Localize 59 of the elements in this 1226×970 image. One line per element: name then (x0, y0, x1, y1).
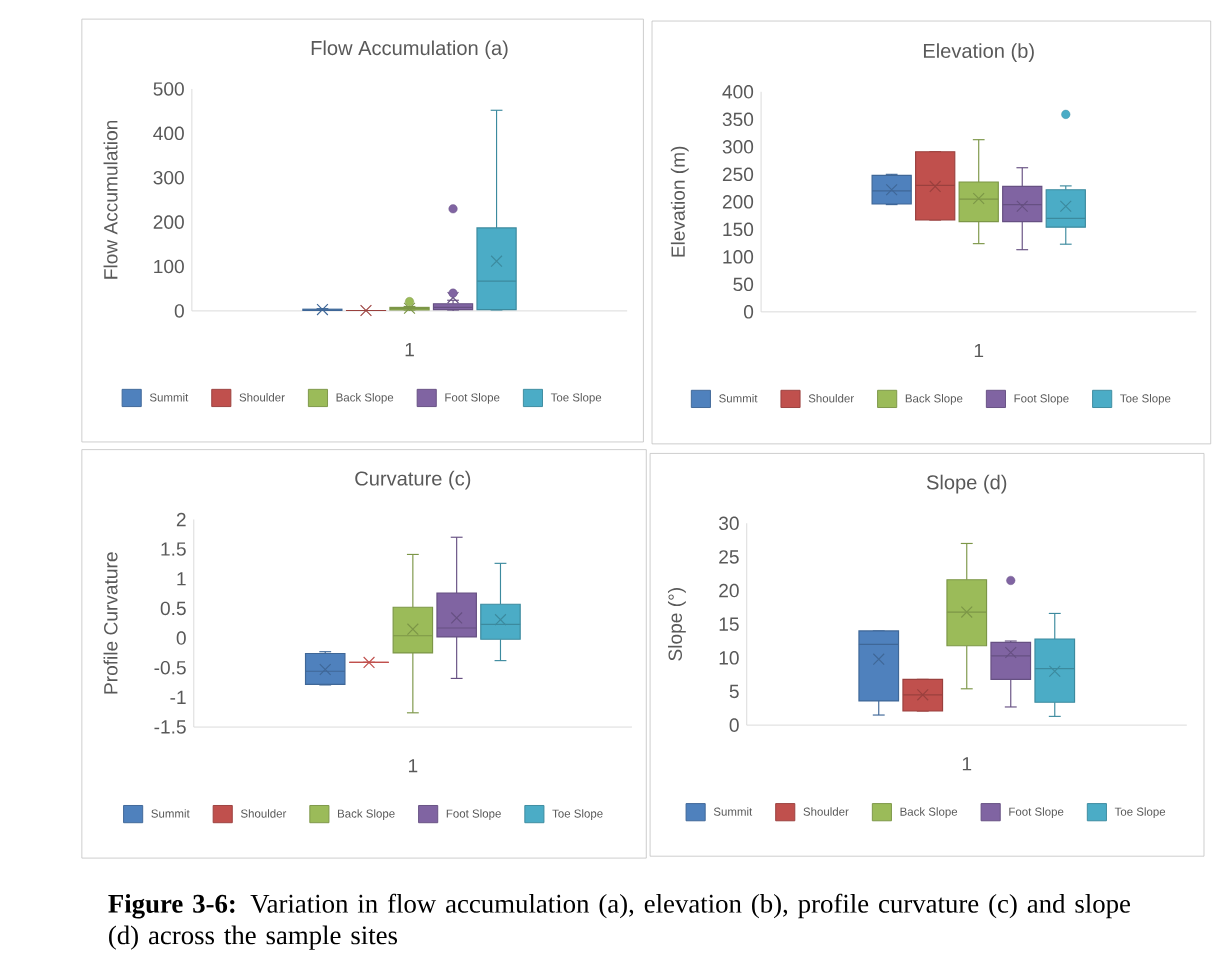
y-tick-label: 300 (722, 140, 754, 154)
legend-label: Summit (713, 807, 753, 816)
legend-label: Toe Slope (550, 393, 602, 404)
y-tick-label: -0.5 (154, 660, 186, 675)
y-tick-label: 350 (722, 112, 754, 127)
y-tick-label: 150 (723, 222, 754, 237)
y-tick-label: 300 (153, 170, 184, 185)
y-tick-label: 10 (719, 651, 739, 665)
legend-label: Shoulder (240, 809, 287, 818)
y-tick-label: 1.5 (161, 542, 186, 556)
legend-label: Summit (719, 394, 758, 403)
legend-label: Foot Slope (446, 809, 501, 820)
y-tick-label: -1 (170, 690, 186, 704)
y-tick-label: 100 (723, 250, 754, 264)
legend-label: Shoulder (239, 393, 285, 402)
legend-label: Foot Slope (1009, 807, 1064, 818)
legend-label: Back Slope (336, 393, 394, 404)
y-tick-label: 100 (154, 259, 184, 274)
legend-label: Toe Slope (1120, 394, 1171, 405)
chart-title: Elevation (b) (923, 43, 1034, 62)
y-axis-title: Elevation (m) (670, 146, 689, 257)
text: Figure 3-6: Variation in flow accumulation (a), elevation (b), profile curvature (c) and slope (d) across the sample sites (108, 893, 1130, 950)
legend-label: Toe Slope (552, 809, 603, 820)
y-tick-label: 400 (153, 126, 184, 141)
y-tick-label: 250 (722, 167, 754, 182)
legend-label: Shoulder (808, 394, 854, 403)
y-axis-title: Profile Curvature (103, 552, 118, 694)
chart-title: Curvature (c) (355, 470, 471, 490)
y-axis-title: Flow Accumulation (103, 120, 118, 279)
legend-label: Summit (151, 809, 190, 818)
y-tick-label: 200 (153, 215, 184, 229)
y-tick-label: 0 (174, 304, 184, 318)
y-tick-label: 0 (729, 718, 739, 732)
legend-label: Foot Slope (445, 393, 500, 404)
legend-label: Back Slope (338, 809, 395, 820)
y-tick-label: 0 (743, 305, 754, 319)
y-tick-label: 15 (719, 617, 739, 631)
y-tick-label: 2 (176, 512, 186, 527)
y-tick-label: 25 (719, 550, 739, 564)
legend-label: Foot Slope (1014, 394, 1069, 405)
y-tick-label: 20 (719, 583, 739, 598)
y-tick-label: 5 (729, 684, 739, 699)
legend-label: Shoulder (803, 807, 849, 816)
y-axis-title: Slope (°) (667, 588, 686, 661)
legend-label: Back Slope (900, 807, 958, 818)
y-tick-label: 30 (718, 516, 739, 531)
y-tick-label: 400 (722, 85, 754, 99)
y-tick-label: 200 (722, 195, 754, 209)
y-tick-label: -1.5 (154, 720, 186, 734)
y-tick-label: 0.5 (160, 601, 186, 616)
legend-label: Back Slope (905, 394, 963, 405)
y-tick-label: 1 (177, 572, 186, 586)
chart-title: Slope (d) (926, 474, 1007, 494)
chart-title: Flow Accumulation (a) (311, 40, 508, 60)
y-tick-label: 500 (153, 82, 184, 96)
y-tick-label: 0 (176, 631, 186, 645)
legend-label: Summit (149, 393, 189, 402)
legend-label: Toe Slope (1114, 807, 1166, 818)
y-tick-label: 50 (733, 277, 754, 292)
